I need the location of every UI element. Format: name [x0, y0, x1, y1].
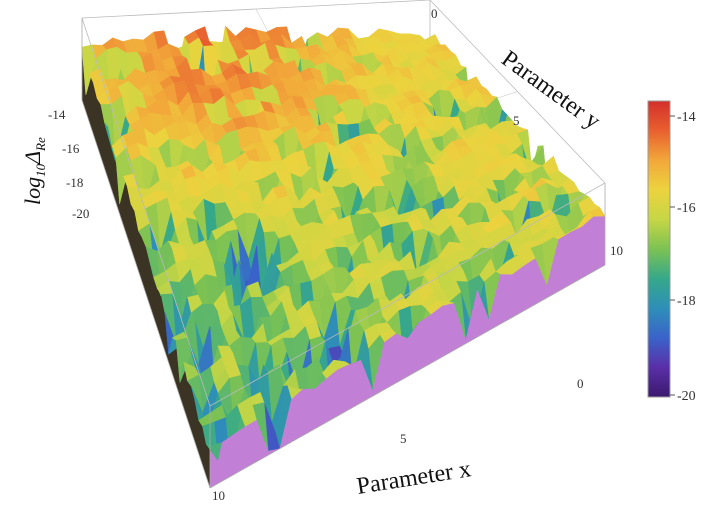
y-tick-0: 0 [431, 6, 438, 21]
z-label-log: log [20, 177, 45, 205]
z-tick-16: -16 [62, 141, 80, 156]
side-wall-x [82, 47, 210, 488]
z-label-subRe: Re [33, 137, 48, 152]
colorbar-gradient [647, 100, 671, 398]
z-axis-label: log10ΔRe [20, 137, 48, 205]
box-edge-top-back-left [81, 0, 431, 19]
z-tick-14: -14 [48, 107, 66, 122]
colorbar-tick-18: -18 [677, 294, 696, 309]
y-tick-5: 5 [513, 113, 520, 128]
box-edge-top-back-right [429, 0, 606, 184]
y-tick-10: 10 [610, 243, 623, 258]
z-label-delta: Δ [20, 151, 45, 165]
z-label-sub10: 10 [33, 163, 48, 177]
z-tick-20: -20 [72, 206, 89, 221]
svg-text:log10ΔRe: log10ΔRe [20, 137, 48, 205]
x-tick-0: 0 [577, 376, 584, 391]
x-axis-label: Parameter x [355, 456, 473, 500]
x-tick-5: 5 [400, 431, 407, 446]
side-wall-y [210, 216, 605, 488]
z-tick-18: -18 [66, 175, 83, 190]
x-tick-10: 10 [212, 488, 225, 503]
colorbar-tick-20: -20 [677, 389, 696, 404]
surface-mesh [81, 25, 606, 488]
box-edge-top-front-right [209, 182, 606, 407]
box-edge-top-front-left [81, 17, 211, 407]
box-edge-bottom-front-left [81, 99, 211, 489]
plot-box-front [81, 17, 606, 489]
axis-ticks: 0 5 10 0 5 10 -14 -16 -18 -20 [48, 6, 623, 503]
colorbar-tick-16: -16 [677, 201, 696, 216]
box-edge-bottom-front-right [209, 264, 606, 489]
colorbar-tick-14: -14 [677, 110, 696, 125]
colorbar: -14 -16 -18 -20 [647, 100, 696, 404]
